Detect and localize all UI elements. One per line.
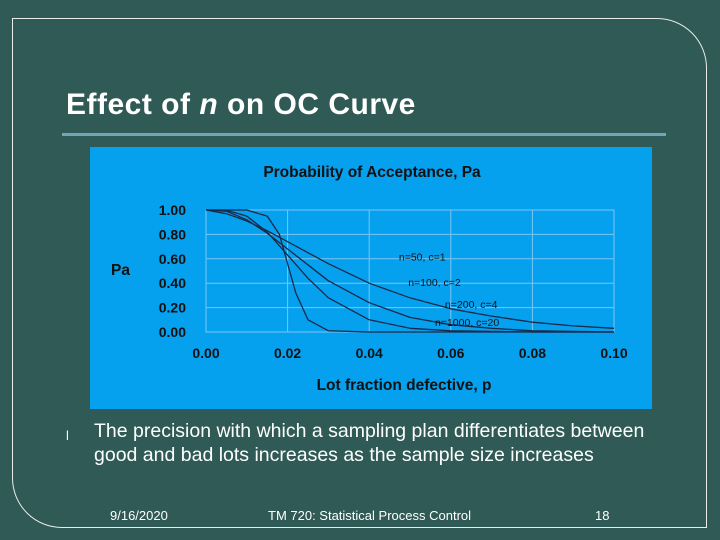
- x-tick-label: 0.08: [519, 345, 546, 361]
- oc-curve-series-4: [206, 209, 614, 333]
- slide-frame: [12, 18, 707, 528]
- x-tick-label: 0.04: [356, 345, 383, 361]
- x-tick-label: 0.10: [600, 345, 627, 361]
- oc-curve-series-2: [205, 209, 615, 333]
- title-variable: n: [199, 88, 219, 121]
- slide-title: Effect of n on OC Curve: [66, 88, 416, 122]
- x-tick-label: 0.00: [192, 345, 219, 361]
- x-tick-label: 0.06: [437, 345, 464, 361]
- chart-title: Probability of Acceptance, Pa: [263, 164, 481, 181]
- y-tick-label: 0.80: [159, 226, 186, 242]
- title-suffix: on OC Curve: [218, 88, 416, 121]
- footer-course: TM 720: Statistical Process Control: [268, 508, 472, 523]
- curve-annotation: n=200, c=4: [445, 299, 498, 311]
- title-prefix: Effect of: [66, 88, 200, 121]
- curve-annotation: n=1000, c=20: [435, 317, 499, 329]
- oc-curve-series-1: [205, 209, 615, 329]
- y-tick-label: 0.60: [159, 251, 186, 267]
- y-tick-label: 1.00: [159, 202, 186, 218]
- oc-curve-series-3: [205, 209, 614, 333]
- footer-page-number: 18: [595, 508, 610, 523]
- oc-curve-chart: Probability of Acceptance, Pa Pa Lot fra…: [90, 147, 652, 409]
- x-axis-label: Lot fraction defective, p: [317, 377, 492, 394]
- plot-border: [205, 209, 615, 333]
- y-axis-label: Pa: [111, 262, 130, 279]
- bullet-text: The precision with which a sampling plan…: [94, 420, 645, 466]
- x-tick-label: 0.02: [274, 345, 301, 361]
- bullet-marker: l: [66, 428, 69, 443]
- y-tick-label: 0.40: [159, 275, 186, 291]
- curve-annotation: n=100, c=2: [408, 277, 461, 289]
- footer-date: 9/16/2020: [110, 508, 168, 523]
- y-tick-label: 0.20: [159, 300, 186, 316]
- y-tick-label: 0.00: [159, 324, 186, 340]
- title-underline: [62, 133, 666, 136]
- chart-svg: Probability of Acceptance, Pa Pa Lot fra…: [111, 164, 628, 394]
- curve-annotation: n=50, c=1: [399, 251, 446, 263]
